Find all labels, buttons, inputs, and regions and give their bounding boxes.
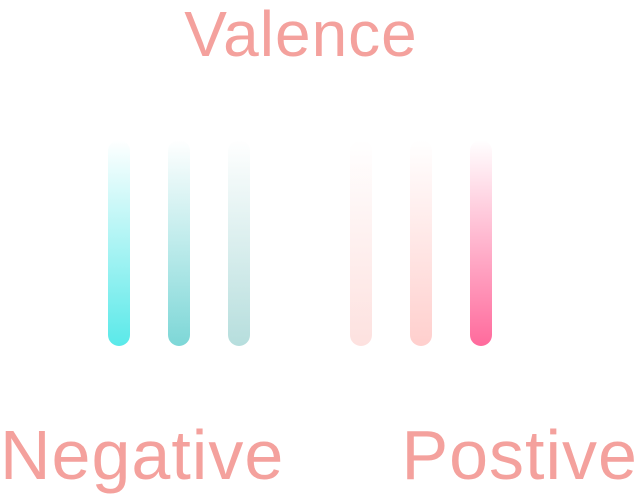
positive-bar-3 bbox=[470, 140, 492, 346]
positive-bar-1 bbox=[350, 140, 372, 346]
negative-bar-3 bbox=[228, 140, 250, 346]
negative-label: Negative bbox=[0, 416, 285, 494]
negative-bar-2 bbox=[168, 140, 190, 346]
valence-title: Valence bbox=[184, 0, 418, 70]
negative-bar-1 bbox=[108, 140, 130, 346]
positive-label: Postive bbox=[401, 416, 638, 494]
positive-bar-2 bbox=[410, 140, 432, 346]
